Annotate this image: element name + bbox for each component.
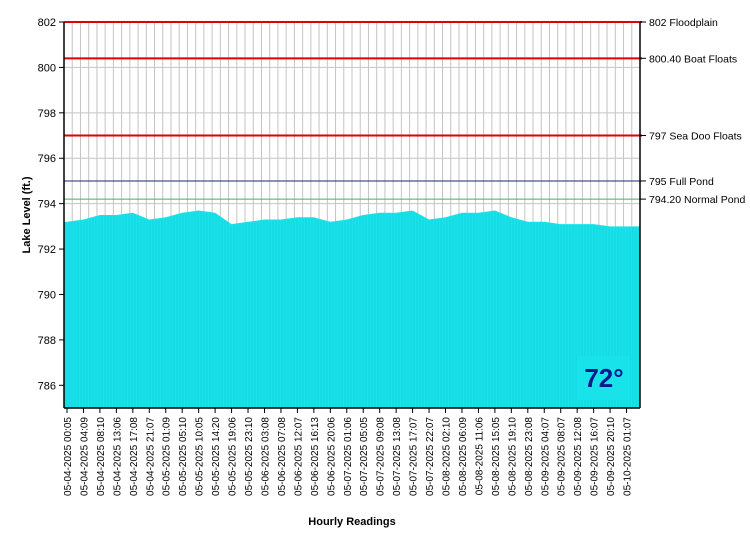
x-tick-label: 05-06-2025 12:07: [293, 417, 304, 496]
reference-label: 795 Full Pond: [649, 176, 714, 188]
x-tick-label: 05-06-2025 03:08: [260, 417, 271, 496]
reference-label: 794.20 Normal Pond: [649, 194, 745, 206]
x-tick-label: 05-08-2025 23:08: [524, 417, 535, 496]
temperature-badge-background: [578, 356, 630, 400]
lake-level-area-fill: [64, 210, 640, 408]
x-tick-label: 05-07-2025 01:06: [343, 417, 354, 496]
x-tick-label: 05-09-2025 04:07: [540, 417, 551, 496]
reference-labels: 802 Floodplain 800.40 Boat Floats 797 Sea …: [649, 17, 745, 206]
x-tick-label: 05-07-2025 17:07: [409, 417, 420, 496]
reference-label: 797 Sea Doo Floats: [649, 131, 742, 143]
y-tick-labels: 786 788 790 792 794 796 798 800 802: [38, 17, 64, 392]
x-tick-label: 05-07-2025 22:07: [425, 417, 436, 496]
x-tick-label: 05-09-2025 20:10: [606, 417, 617, 496]
x-tick-label: 05-05-2025 14:20: [211, 417, 222, 496]
x-tick-label: 05-04-2025 08:10: [96, 417, 107, 496]
x-tick-label: 05-07-2025 05:05: [359, 417, 370, 496]
y-tick-label: 802: [38, 17, 56, 29]
x-tick-label: 05-05-2025 23:10: [244, 417, 255, 496]
x-tick-label: 05-05-2025 05:10: [178, 417, 189, 496]
reference-label: 800.40 Boat Floats: [649, 53, 737, 65]
x-tick-label: 05-10-2025 01:07: [623, 417, 634, 496]
y-tick-label: 796: [38, 153, 56, 165]
y-tick-label: 798: [38, 108, 56, 120]
y-tick-label: 792: [38, 244, 56, 256]
lake-level-area: [64, 210, 640, 408]
y-tick-label: 786: [38, 380, 56, 392]
x-tick-label: 05-04-2025 21:07: [145, 417, 156, 496]
x-tick-label: 05-04-2025 13:06: [112, 417, 123, 496]
temperature-value: 72°: [584, 363, 623, 393]
x-tick-label: 05-05-2025 19:06: [228, 417, 239, 496]
x-tick-label: 05-06-2025 20:06: [326, 417, 337, 496]
x-tick-label: 05-07-2025 13:08: [392, 417, 403, 496]
reference-label: 802 Floodplain: [649, 17, 718, 29]
x-tick-label: 05-09-2025 12:08: [573, 417, 584, 496]
x-tick-labels: 05-04-2025 00:05 05-04-2025 04:09 05-04-20…: [63, 408, 634, 496]
y-axis-title: Lake Level (ft.): [21, 176, 33, 253]
x-tick-label: 05-08-2025 15:05: [491, 417, 502, 496]
reference-lines: [64, 21, 646, 200]
x-tick-label: 05-08-2025 06:09: [458, 417, 469, 496]
y-tick-label: 800: [38, 62, 56, 74]
x-tick-label: 05-09-2025 08:07: [557, 417, 568, 496]
y-tick-label: 790: [38, 289, 56, 301]
temperature-badge: 72°: [578, 356, 630, 400]
x-tick-label: 05-04-2025 17:08: [129, 417, 140, 496]
y-tick-label: 788: [38, 335, 56, 347]
x-tick-label: 05-05-2025 10:05: [195, 417, 206, 496]
x-tick-label: 05-08-2025 19:10: [507, 417, 518, 496]
x-axis-title: Hourly Readings: [308, 516, 395, 528]
x-tick-label: 05-04-2025 04:09: [79, 417, 90, 496]
x-tick-label: 05-04-2025 00:05: [63, 417, 74, 496]
y-tick-label: 794: [38, 199, 56, 211]
x-tick-label: 05-07-2025 09:08: [376, 417, 387, 496]
x-tick-label: 05-09-2025 16:07: [590, 417, 601, 496]
x-tick-label: 05-05-2025 01:09: [162, 417, 173, 496]
x-tick-label: 05-08-2025 11:06: [474, 417, 485, 496]
x-tick-label: 05-06-2025 16:13: [310, 417, 321, 496]
x-tick-label: 05-06-2025 07:08: [277, 417, 288, 496]
x-tick-label: 05-08-2025 02:10: [442, 417, 453, 496]
